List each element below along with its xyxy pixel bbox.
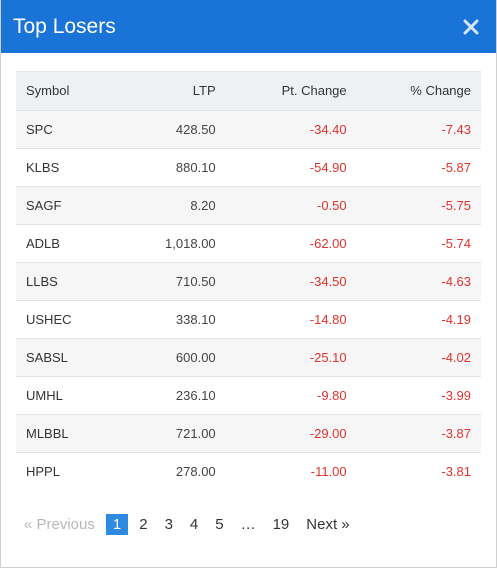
cell-symbol: LLBS [26,273,58,289]
pagination-page-4[interactable]: 4 [189,516,199,533]
cell-ltp: 8.20 [190,197,216,213]
table-row: ADLB 1,018.00 -62.00 -5.74 [16,224,481,262]
table-row: UMHL 236.10 -9.80 -3.99 [16,376,481,414]
cell-symbol: SAGF [26,197,62,213]
cell-ltp: 1,018.00 [165,235,216,251]
cell-symbol: HPPL [26,463,60,479]
pagination-previous: « Previous [24,516,95,533]
cell-ltp: 428.50 [175,121,216,137]
table-header-row: Symbol LTP Pt. Change % Change [16,72,481,110]
cell-pct-change: -4.63 [441,273,471,289]
cell-pct-change: -7.43 [441,121,471,137]
cell-ltp: 600.00 [175,349,216,365]
cell-symbol: SABSL [26,349,68,365]
cell-pct-change: -4.02 [441,349,471,365]
cell-ltp: 236.10 [175,387,216,403]
cell-pct-change: -4.19 [441,311,471,327]
cell-symbol: ADLB [26,235,60,251]
pagination-page-2[interactable]: 2 [139,516,148,533]
cell-ltp: 880.10 [175,159,216,175]
cell-pct-change: -3.87 [441,425,471,441]
cell-pt-change: -62.00 [309,235,347,251]
header-pct-change: % Change [410,83,471,99]
modal-header: Top Losers [1,0,496,53]
cell-ltp: 338.10 [175,311,216,327]
cell-ltp: 278.00 [175,463,216,479]
table-row: KLBS 880.10 -54.90 -5.87 [16,148,481,186]
cell-symbol: MLBBL [26,425,69,441]
table-row: SAGF 8.20 -0.50 -5.75 [16,186,481,224]
cell-pt-change: -54.90 [309,159,347,175]
losers-table-container: Symbol LTP Pt. Change % Change SPC 428.5… [16,71,481,490]
cell-ltp: 710.50 [175,273,216,289]
pagination-page-3[interactable]: 3 [164,516,173,533]
table-row: SPC 428.50 -34.40 -7.43 [16,110,481,148]
modal-title: Top Losers [13,14,116,38]
cell-pt-change: -25.10 [309,349,347,365]
close-icon [463,19,479,34]
cell-pct-change: -5.87 [441,159,471,175]
header-pt-change: Pt. Change [281,83,347,99]
cell-pt-change: -9.80 [317,387,347,403]
header-ltp: LTP [192,83,216,99]
pagination-next[interactable]: Next » [306,516,350,533]
cell-pt-change: -14.80 [309,311,347,327]
cell-pct-change: -3.81 [441,463,471,479]
close-button[interactable] [460,16,482,38]
cell-pt-change: -11.00 [310,463,347,479]
table-row: USHEC 338.10 -14.80 -4.19 [16,300,481,338]
table-row: HPPL 278.00 -11.00 -3.81 [16,452,481,490]
cell-symbol: UMHL [26,387,63,403]
table-row: SABSL 600.00 -25.10 -4.02 [16,338,481,376]
cell-symbol: USHEC [26,311,72,327]
cell-pct-change: -3.99 [441,387,471,403]
cell-symbol: KLBS [26,159,60,175]
cell-symbol: SPC [26,121,53,137]
cell-pt-change: -29.00 [309,425,347,441]
pagination: « Previous 1 2 3 4 5 … 19 Next » [18,514,361,535]
table-row: MLBBL 721.00 -29.00 -3.87 [16,414,481,452]
header-symbol: Symbol [26,83,70,99]
pagination-page-last[interactable]: 19 [272,516,290,533]
cell-pt-change: -34.40 [309,121,347,137]
cell-pct-change: -5.74 [441,235,471,251]
cell-pt-change: -34.50 [309,273,347,289]
cell-pt-change: -0.50 [317,197,347,213]
losers-table: Symbol LTP Pt. Change % Change SPC 428.5… [16,72,481,490]
pagination-page-5[interactable]: 5 [215,516,224,533]
table-row: LLBS 710.50 -34.50 -4.63 [16,262,481,300]
pagination-page-1[interactable]: 1 [105,514,129,535]
pagination-ellipsis: … [240,516,256,533]
cell-ltp: 721.00 [175,425,216,441]
cell-pct-change: -5.75 [441,197,471,213]
